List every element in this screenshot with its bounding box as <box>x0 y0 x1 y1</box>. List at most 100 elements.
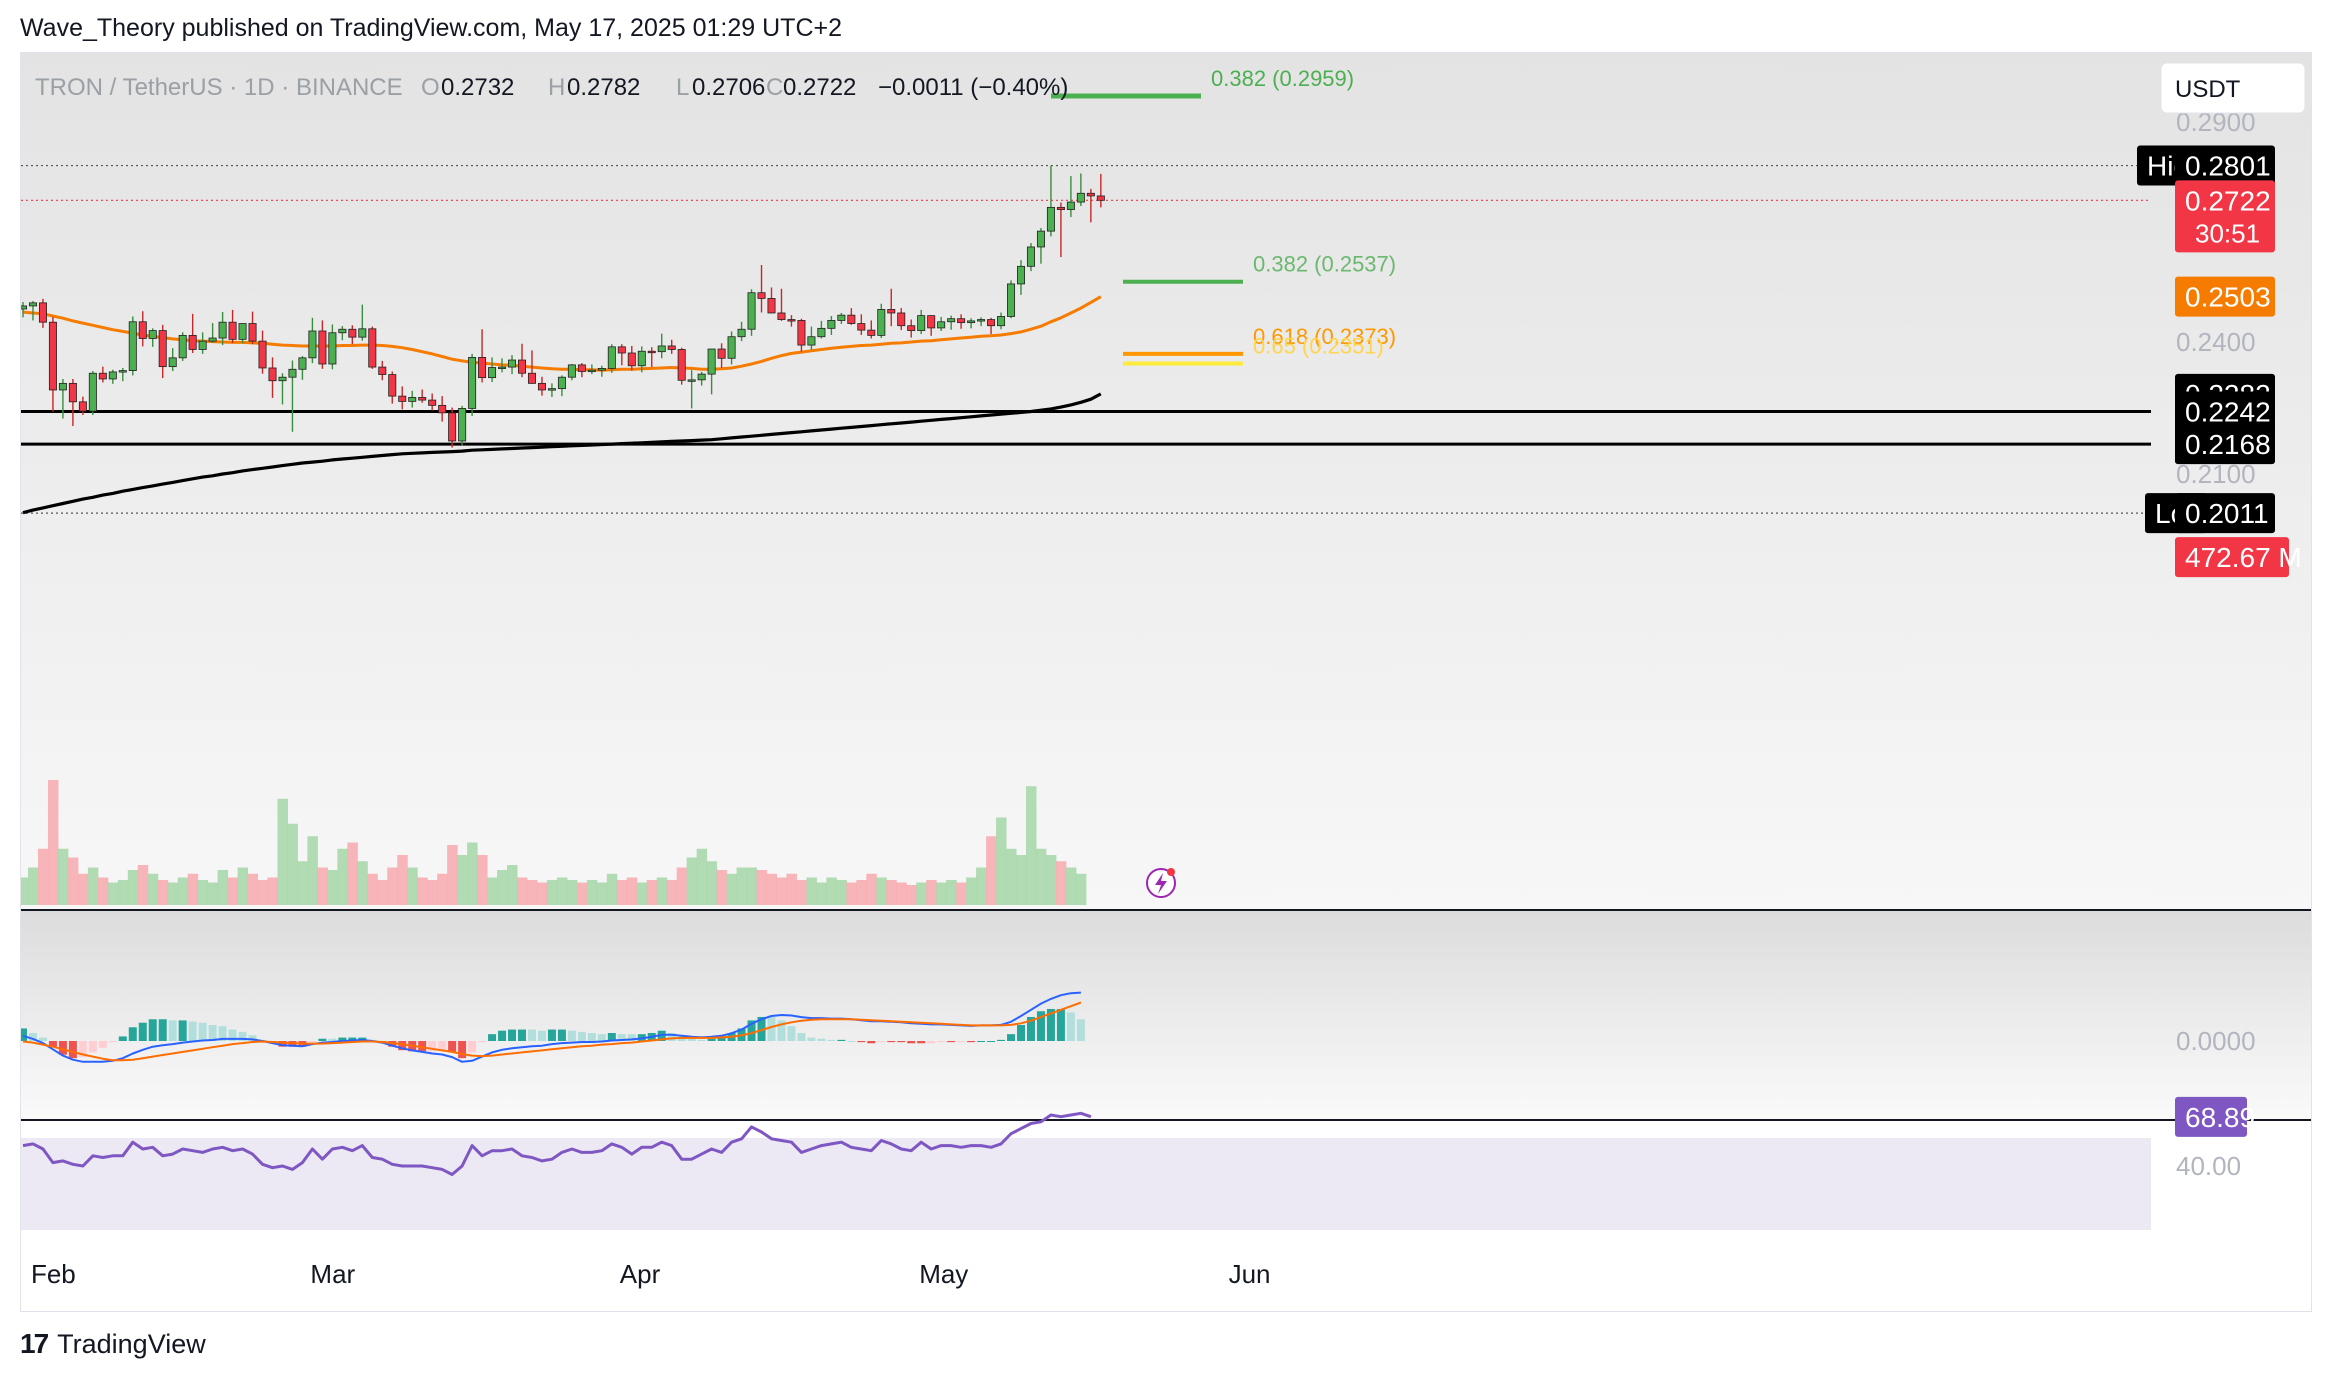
macd-histogram-bar <box>78 1041 87 1058</box>
volume-bar <box>946 880 957 905</box>
volume-bar <box>387 867 398 905</box>
volume-bar <box>97 877 109 905</box>
alert-lightning-icon <box>1146 868 1176 898</box>
candle-body <box>677 349 686 381</box>
footer-brand[interactable]: TradingView <box>57 1328 206 1359</box>
macd-histogram-bar <box>907 1041 916 1044</box>
candle-body <box>1086 192 1095 197</box>
candle-body <box>68 382 77 403</box>
currency-button-bg[interactable] <box>2160 62 2306 114</box>
candle-body <box>88 372 97 412</box>
candle-body <box>338 328 347 334</box>
candle-body <box>198 340 207 350</box>
candle-body <box>847 314 856 324</box>
macd-histogram-bar <box>168 1020 177 1041</box>
macd-histogram-bar <box>657 1030 666 1041</box>
volume-bar <box>596 882 608 905</box>
candle-body <box>218 321 227 339</box>
support1-tag-bg <box>2175 391 2275 432</box>
candle-body <box>388 374 397 397</box>
volume-bar <box>666 880 678 905</box>
legend-symbol: TRON / TetherUS · 1D · BINANCE <box>35 74 403 101</box>
macd-histogram-bar <box>418 1041 427 1052</box>
candle-body <box>867 329 876 336</box>
volume-bar <box>1075 873 1087 905</box>
macd-histogram-bar <box>178 1020 187 1041</box>
macd-histogram-bar <box>597 1034 606 1041</box>
support1-tag: 0.2242 <box>2175 391 2275 432</box>
candle-body <box>508 359 517 368</box>
legend-c-value: 0.2722 <box>783 74 856 101</box>
candle-body <box>478 356 487 379</box>
candle-body <box>797 320 806 346</box>
volume-bar <box>127 870 139 905</box>
candle-body <box>438 404 447 414</box>
volume-bar <box>846 882 857 905</box>
current-price-value: 0.2722 <box>2185 185 2271 216</box>
candle-body <box>557 376 566 390</box>
macd-histogram-bar <box>1056 1008 1065 1041</box>
macd-layer <box>21 991 1085 1063</box>
volume-bar <box>686 857 698 905</box>
tradingview-logo-icon[interactable]: 17 <box>20 1328 49 1359</box>
currency-button[interactable]: USDT <box>2160 62 2306 114</box>
volume-bar <box>397 855 408 905</box>
volume-bar <box>487 877 498 905</box>
candle-body <box>1036 230 1045 248</box>
macd-histogram-bar <box>128 1027 137 1041</box>
candle-body <box>298 357 307 370</box>
macd-histogram-bar <box>707 1038 716 1041</box>
currency-button-label[interactable]: USDT <box>2175 76 2241 103</box>
volume-bar <box>1035 848 1047 905</box>
volume-bar <box>956 882 967 905</box>
volume-bar <box>287 823 298 905</box>
candle-body <box>597 367 606 371</box>
volume-bar <box>227 877 239 905</box>
candle-body <box>1076 192 1085 203</box>
chart-canvas[interactable]: 0.382 (0.2959) 0.382 (0.2537) 0.618 (0.237… <box>21 53 2311 1311</box>
candle-body <box>627 352 636 367</box>
macd-histogram-bar <box>278 1041 287 1047</box>
volume-bar <box>936 882 947 905</box>
legend-h-value: 0.2782 <box>567 74 640 101</box>
footer[interactable]: 17 TradingView <box>20 1328 206 1360</box>
macd-histogram-bar <box>587 1032 596 1041</box>
macd-histogram-bar <box>777 1020 786 1041</box>
volume-bar <box>147 873 159 905</box>
candle-body <box>897 312 906 327</box>
candle-body <box>1046 206 1055 232</box>
macd-histogram-bar <box>1076 1019 1085 1041</box>
volume-bar <box>407 867 418 905</box>
macd-histogram-bar <box>797 1032 806 1041</box>
volume-bar <box>856 880 867 905</box>
macd-histogram-bar <box>98 1041 107 1048</box>
volume-bar <box>427 880 438 905</box>
macd-histogram-bar <box>248 1035 257 1041</box>
volume-bar <box>447 845 458 905</box>
chart-frame[interactable]: 0.382 (0.2959) 0.382 (0.2537) 0.618 (0.237… <box>20 52 2312 1312</box>
candle-body <box>807 336 816 346</box>
candle-body <box>448 412 457 442</box>
macd-histogram-bar <box>198 1022 207 1041</box>
volume-bar <box>926 880 937 905</box>
volume-bar <box>1006 848 1017 905</box>
volume-bar <box>626 877 638 905</box>
macd-histogram-bar <box>947 1041 956 1043</box>
volume-bar <box>477 855 488 905</box>
volume-bar <box>1065 867 1077 905</box>
macd-histogram-bar <box>338 1037 347 1041</box>
candle-body <box>48 321 57 391</box>
volume-bar <box>367 873 378 905</box>
macd-histogram-bar <box>238 1031 247 1041</box>
candle-body <box>857 323 866 331</box>
candle-body <box>777 312 786 320</box>
legend-change: −0.0011 (−0.40%) <box>878 74 1068 101</box>
macd-histogram-bar <box>567 1030 576 1041</box>
volume-bar <box>1045 855 1057 905</box>
macd-histogram-bar <box>448 1041 457 1053</box>
volume-bar <box>267 877 278 905</box>
volume-bar <box>776 877 787 905</box>
volume-bar <box>726 873 738 905</box>
candle-body <box>268 367 277 382</box>
